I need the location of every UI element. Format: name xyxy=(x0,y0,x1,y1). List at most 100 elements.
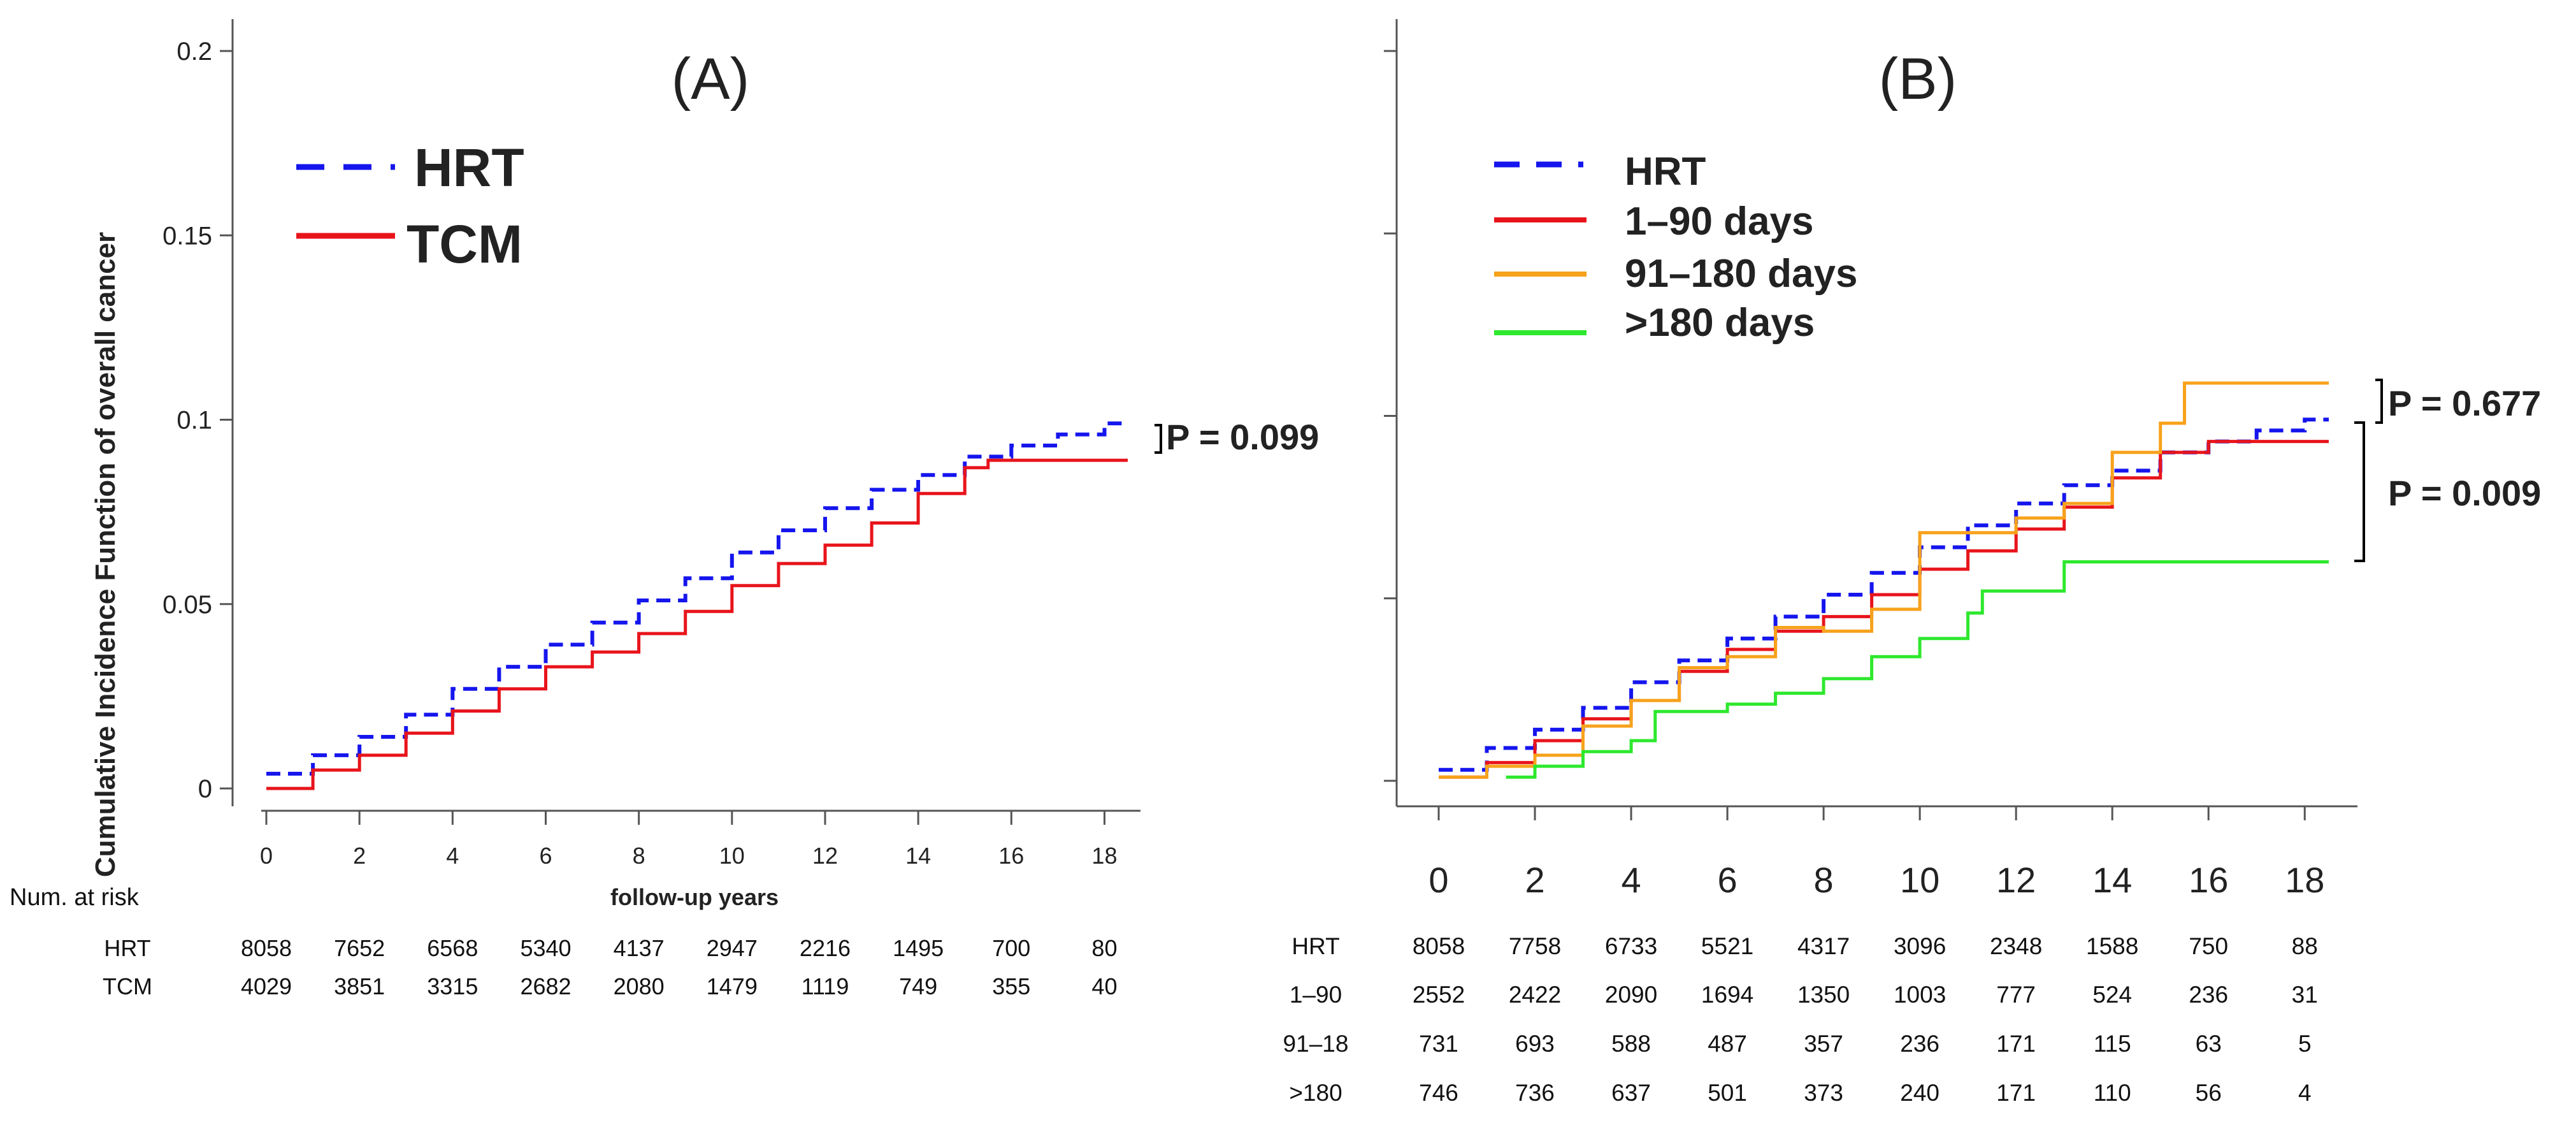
risk-cell: 1495 xyxy=(893,935,944,961)
panel-a-series-hrt xyxy=(266,421,1128,776)
risk-cell: 2348 xyxy=(1990,933,2042,959)
risk-cell: 693 xyxy=(1515,1031,1555,1057)
panel-b-pvalue-2: P = 0.009 xyxy=(2388,473,2541,513)
panel-a-x-tick-label: 2 xyxy=(353,843,366,869)
risk-cell: 2947 xyxy=(707,935,758,961)
risk-cell: 487 xyxy=(1708,1031,1747,1057)
panel-b-x-tick-label: 6 xyxy=(1718,860,1738,900)
risk-cell: 3851 xyxy=(334,973,385,999)
risk-cell: 777 xyxy=(1996,982,2036,1008)
risk-cell: 63 xyxy=(2196,1031,2222,1057)
risk-row-label-hrt: HRT xyxy=(1292,933,1339,959)
panel-b-pvalue-bracket-2 xyxy=(2354,421,2365,562)
panel-a-pvalue: P = 0.099 xyxy=(1166,417,1319,457)
panel-b-series-91-180-days xyxy=(1439,381,2329,779)
risk-cell: 6733 xyxy=(1605,933,1657,959)
risk-cell: 2090 xyxy=(1605,982,1657,1008)
panel-a-series-tcm xyxy=(266,458,1128,790)
panel-a-y-tick-label: 0.05 xyxy=(162,591,212,619)
risk-cell: 1479 xyxy=(707,973,758,999)
risk-cell: 3315 xyxy=(427,973,478,999)
risk-cell: 40 xyxy=(1091,973,1117,999)
legend-label-91-180: 91–180 days xyxy=(1625,252,1857,296)
risk-cell: 5 xyxy=(2298,1031,2312,1057)
panel-b-series-hrt xyxy=(1439,417,2329,772)
risk-row-label-91-18: 91–18 xyxy=(1283,1031,1349,1057)
risk-cell: 56 xyxy=(2196,1080,2222,1106)
panel-a-y-axis-label: Cumulative Incidence Function of overall… xyxy=(90,232,121,877)
panel-b-legend: HRT 1–90 days 91–180 days >180 days xyxy=(1494,150,1857,345)
risk-cell: 171 xyxy=(1996,1031,2036,1057)
panel-b-pvalue-1: P = 0.677 xyxy=(2388,383,2541,423)
panel-b-pvalue-bracket-1 xyxy=(2375,379,2383,424)
risk-cell: 524 xyxy=(2092,982,2132,1008)
risk-cell: 746 xyxy=(1419,1080,1458,1106)
risk-cell: 736 xyxy=(1515,1080,1555,1106)
panel-b: 0 2 4 6 8 10 12 14 16 18 (B) HRT 1–90 days 91–180… xyxy=(1283,19,2541,1106)
risk-row-label-tcm: TCM xyxy=(103,973,152,999)
risk-cell: 88 xyxy=(2292,933,2318,959)
risk-cell: 2422 xyxy=(1509,982,1561,1008)
panel-b-label: (B) xyxy=(1879,47,1957,112)
risk-cell: 115 xyxy=(2094,1031,2131,1057)
panel-a-x-tick-label: 12 xyxy=(812,843,838,869)
panel-b-x-tick-label: 0 xyxy=(1428,860,1448,900)
panel-a-label: (A) xyxy=(672,47,750,112)
risk-cell: 7652 xyxy=(334,935,385,961)
panel-a-pvalue-bracket xyxy=(1155,424,1162,454)
risk-cell: 5340 xyxy=(520,935,571,961)
panel-b-x-tick-label: 2 xyxy=(1525,860,1544,900)
panel-a-x-tick-label: 0 xyxy=(260,843,273,869)
risk-cell: 1694 xyxy=(1701,982,1753,1008)
panel-b-x-tick-label: 18 xyxy=(2285,860,2324,900)
panel-a: 0 0.05 0.1 0.15 0.2 0 2 4 6 8 10 12 14 16 18 (A) Cumu… xyxy=(10,19,1319,999)
panel-a-legend: HRT TCM xyxy=(296,138,524,274)
panel-b-series-180-days xyxy=(1506,560,2329,779)
panel-a-x-tick-label: 8 xyxy=(633,843,645,869)
risk-cell: 750 xyxy=(2189,933,2228,959)
risk-cell: 1350 xyxy=(1797,982,1850,1008)
risk-cell: 171 xyxy=(1996,1080,2036,1106)
risk-cell: 3096 xyxy=(1894,933,1946,959)
risk-cell: 588 xyxy=(1611,1031,1651,1057)
legend-label-hrt: HRT xyxy=(414,138,524,198)
risk-row-label-hrt: HRT xyxy=(104,935,150,961)
panel-a-x-tick-label: 14 xyxy=(905,843,931,869)
panel-a-x-tick-label: 18 xyxy=(1091,843,1117,869)
legend-label-tcm: TCM xyxy=(407,214,522,274)
risk-cell: 236 xyxy=(1900,1031,1939,1057)
risk-cell: 80 xyxy=(1091,935,1117,961)
risk-cell: 749 xyxy=(899,973,937,999)
risk-cell: 2080 xyxy=(614,973,665,999)
risk-cell: 6568 xyxy=(427,935,478,961)
risk-cell: 2552 xyxy=(1413,982,1465,1008)
risk-row-label-180: >180 xyxy=(1289,1080,1342,1106)
panel-a-y-tick-label: 0 xyxy=(198,775,212,803)
panel-b-x-tick-label: 8 xyxy=(1814,860,1834,900)
panel-a-y-tick-label: 0.15 xyxy=(162,222,212,250)
legend-label-gt180: >180 days xyxy=(1625,301,1815,345)
risk-cell: 1003 xyxy=(1894,982,1946,1008)
panel-a-x-axis-label: follow-up years xyxy=(610,884,779,910)
risk-cell: 4 xyxy=(2298,1080,2312,1106)
risk-cell: 7758 xyxy=(1509,933,1561,959)
panel-b-x-tick-label: 10 xyxy=(1900,860,1939,900)
panel-a-x-tick-label: 6 xyxy=(539,843,552,869)
panel-a-x-tick-label: 16 xyxy=(998,843,1024,869)
panel-a-y-tick-label: 0.2 xyxy=(176,38,212,66)
panel-b-x-tick-label: 4 xyxy=(1621,860,1641,900)
risk-cell: 501 xyxy=(1708,1080,1747,1106)
risk-cell: 1119 xyxy=(802,973,849,999)
risk-cell: 5521 xyxy=(1701,933,1753,959)
risk-cell: 8058 xyxy=(241,935,292,961)
risk-cell: 2682 xyxy=(520,973,571,999)
risk-cell: 31 xyxy=(2292,982,2318,1008)
risk-cell: 4029 xyxy=(241,973,292,999)
legend-label-1-90: 1–90 days xyxy=(1625,200,1813,243)
risk-cell: 637 xyxy=(1611,1080,1651,1106)
panel-a-x-tick-label: 10 xyxy=(719,843,745,869)
risk-cell: 373 xyxy=(1804,1080,1843,1106)
risk-cell: 240 xyxy=(1900,1080,1939,1106)
risk-cell: 110 xyxy=(2094,1080,2131,1106)
